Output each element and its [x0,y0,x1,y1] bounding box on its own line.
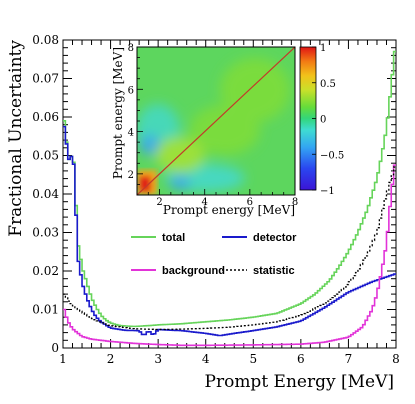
inset-y-tick-label: 8 [128,43,134,54]
heatmap-hot-core [139,176,151,192]
colorbar-tick-labels: 1 0.5 0 −0.5 −1 [312,43,344,197]
inset-x-axis-title: Prompt energy [MeV] [163,203,295,217]
y-tick-label: 0.03 [32,226,59,240]
main-series-group [63,50,396,347]
inset-y-tick-label: 2 [128,170,134,181]
inset-x-tick-labels: 2 4 6 8 [156,197,298,208]
colorbar-tick-label: 1 [320,43,326,54]
heatmap-blob-left-core [140,135,160,155]
legend-label-total: total [162,232,185,244]
x-tick-label: 8 [392,352,400,366]
y-tick-label: 0.05 [32,149,59,163]
heatmap-blob-mid [190,105,260,155]
x-tick-label: 2 [107,352,115,366]
series-line-total [63,50,396,328]
heatmap-blobs [137,58,290,192]
y-tick-label: 0.02 [32,264,59,278]
colorbar-tick-label: 0 [320,115,326,126]
series-line-background [63,164,396,347]
y-tick-labels: 0 0.01 0.02 0.03 0.04 0.05 0.06 0.07 0.08 [32,33,59,355]
legend-label-detector: detector [253,232,297,244]
y-tick-label: 0.04 [32,187,59,201]
heatmap-blob-bottom-core [170,176,190,190]
colorbar-tick-label: −1 [320,186,335,197]
inset-heatmap [137,47,295,195]
series-line-statistic [63,166,396,331]
x-tick-label: 6 [297,352,305,366]
x-axis-title: Prompt Energy [MeV] [205,372,394,392]
colorbar-tick-label: 0.5 [320,79,336,90]
inset-x-tick-label: 8 [292,197,298,208]
y-axis-title: Fractional Uncertainty [6,40,26,237]
series-line-detector [63,125,396,337]
inset-axis-ticks [136,46,296,196]
y-tick-label: 0.01 [32,303,59,317]
legend-label-background: background [162,265,225,277]
heatmap-hotspot [137,170,157,195]
y-tick-label: 0.08 [32,33,59,47]
inset-x-tick-label: 6 [247,197,253,208]
x-tick-labels: 1 2 3 4 5 6 7 8 [59,352,400,366]
inset-y-tick-labels: 2 4 6 8 [128,43,134,181]
legend-label-statistic: statistic [253,265,295,277]
main-axis-ticks [62,39,397,349]
inset-x-tick-label: 4 [202,197,208,208]
y-tick-label: 0 [51,341,59,355]
inset-correlation-matrix: 2 4 6 8 2 4 6 8 Prompt energy [MeV] Prompt ene… [111,43,344,217]
heatmap-blob-upper [220,58,290,122]
x-tick-label: 1 [59,352,67,366]
inset-y-tick-label: 6 [128,85,134,96]
diagonal-line [137,47,295,195]
y-tick-label: 0.07 [32,72,59,86]
x-tick-label: 4 [202,352,210,366]
legend: total detector background statistic [131,232,297,277]
inset-x-tick-label: 2 [156,197,162,208]
x-tick-label: 3 [154,352,162,366]
x-tick-label: 7 [345,352,353,366]
inset-y-tick-label: 4 [128,128,134,139]
x-tick-label: 5 [249,352,257,366]
inset-y-axis-title: Prompt energy [MeV] [111,47,125,179]
y-tick-label: 0.06 [32,110,59,124]
colorbar-tick-label: −0.5 [320,150,344,161]
